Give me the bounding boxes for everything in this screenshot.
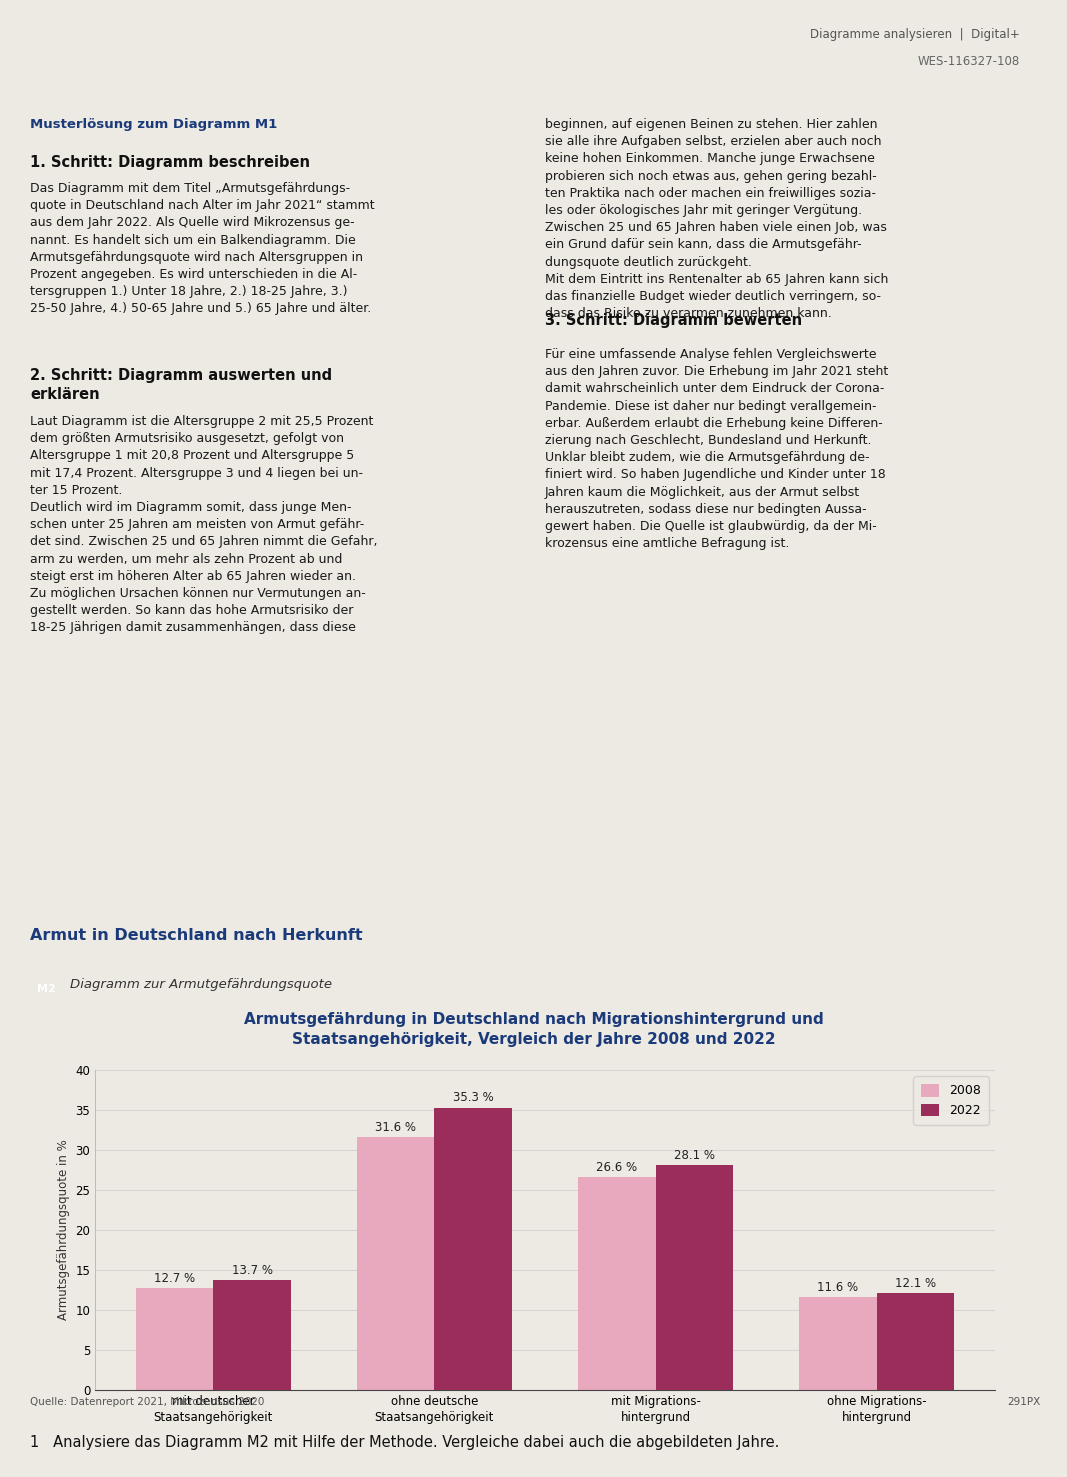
Text: 3. Schritt: Diagramm bewerten: 3. Schritt: Diagramm bewerten	[545, 313, 802, 328]
Text: Für eine umfassende Analyse fehlen Vergleichswerte
aus den Jahren zuvor. Die Erh: Für eine umfassende Analyse fehlen Vergl…	[545, 349, 888, 551]
Text: Armutsgefährdung in Deutschland nach Migrationshintergrund und
Staatsangehörigke: Armutsgefährdung in Deutschland nach Mig…	[243, 1012, 824, 1047]
Text: 12.7 %: 12.7 %	[154, 1272, 195, 1285]
Bar	[799, 1297, 877, 1390]
Text: 28.1 %: 28.1 %	[673, 1149, 715, 1162]
Bar	[578, 1177, 655, 1390]
Text: Das Diagramm mit dem Titel „Armutsgefährdungs-
quote in Deutschland nach Alter i: Das Diagramm mit dem Titel „Armutsgefähr…	[30, 182, 375, 316]
Legend: 2008, 2022: 2008, 2022	[913, 1077, 989, 1125]
Text: 1   Analysiere das Diagramm M2 mit Hilfe der Methode. Vergleiche dabei auch die : 1 Analysiere das Diagramm M2 mit Hilfe d…	[30, 1436, 779, 1450]
Bar	[655, 1165, 733, 1390]
Bar	[434, 1108, 512, 1390]
Text: 11.6 %: 11.6 %	[817, 1281, 859, 1294]
Y-axis label: Armutsgefährdungsquote in %: Armutsgefährdungsquote in %	[57, 1140, 69, 1320]
Text: 2. Schritt: Diagramm auswerten und
erklären: 2. Schritt: Diagramm auswerten und erklä…	[30, 368, 332, 402]
Text: Quelle: Datenreport 2021, Mikrozensus 2020: Quelle: Datenreport 2021, Mikrozensus 20…	[30, 1397, 265, 1408]
Text: 291PX: 291PX	[1007, 1397, 1040, 1408]
Text: Armut in Deutschland nach Herkunft: Armut in Deutschland nach Herkunft	[30, 928, 363, 942]
Text: M2: M2	[36, 984, 55, 994]
Text: 31.6 %: 31.6 %	[376, 1121, 416, 1134]
Bar	[357, 1137, 434, 1390]
Text: Diagramm zur Armutgefährdungsquote: Diagramm zur Armutgefährdungsquote	[70, 978, 332, 991]
Bar	[213, 1281, 290, 1390]
Text: 1. Schritt: Diagramm beschreiben: 1. Schritt: Diagramm beschreiben	[30, 155, 310, 170]
Text: 35.3 %: 35.3 %	[452, 1092, 494, 1105]
Text: 13.7 %: 13.7 %	[232, 1264, 272, 1278]
Text: Diagramme analysieren  |  Digital+: Diagramme analysieren | Digital+	[810, 28, 1020, 41]
Bar	[136, 1288, 213, 1390]
Text: beginnen, auf eigenen Beinen zu stehen. Hier zahlen
sie alle ihre Aufgaben selbs: beginnen, auf eigenen Beinen zu stehen. …	[545, 118, 889, 321]
Text: WES-116327-108: WES-116327-108	[918, 55, 1020, 68]
Text: Musterlösung zum Diagramm M1: Musterlösung zum Diagramm M1	[30, 118, 277, 131]
Text: 12.1 %: 12.1 %	[895, 1278, 936, 1289]
Text: Laut Diagramm ist die Altersgruppe 2 mit 25,5 Prozent
dem größten Armutsrisiko a: Laut Diagramm ist die Altersgruppe 2 mit…	[30, 415, 378, 635]
Bar	[877, 1294, 954, 1390]
Text: 26.6 %: 26.6 %	[596, 1161, 637, 1174]
